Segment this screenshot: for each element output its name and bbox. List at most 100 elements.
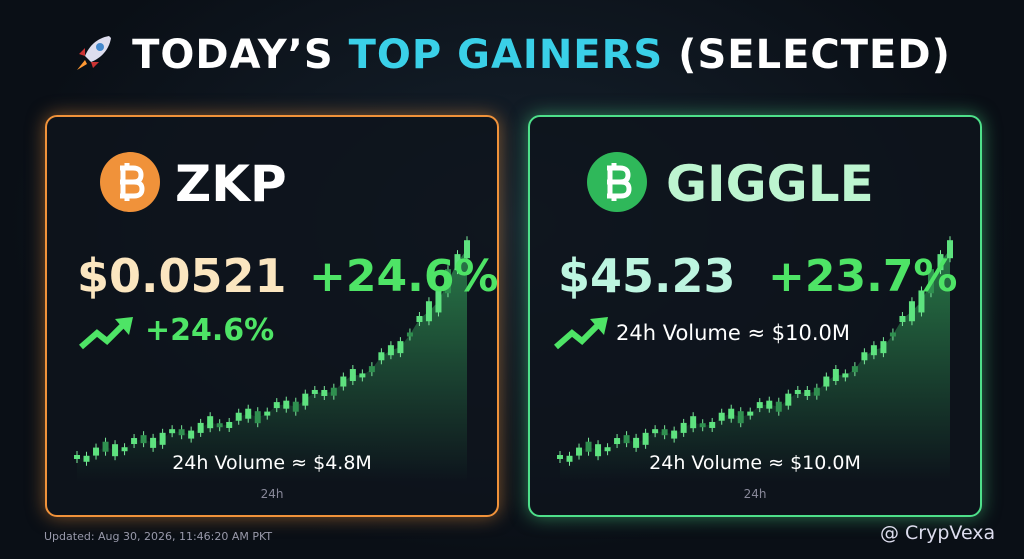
candle	[197, 422, 204, 433]
candle	[359, 373, 366, 378]
candle	[302, 393, 309, 406]
candle	[642, 432, 649, 445]
candle	[283, 400, 290, 409]
candle	[102, 441, 109, 452]
price: $0.0521	[77, 249, 287, 303]
title-part: (SELECTED)	[678, 32, 951, 78]
candle	[918, 290, 925, 313]
candle	[576, 447, 583, 456]
candle	[889, 332, 896, 337]
candle	[444, 269, 451, 294]
candle	[330, 387, 337, 396]
candle	[595, 444, 602, 457]
candle	[226, 421, 233, 428]
candle	[235, 412, 242, 421]
candle	[671, 430, 678, 439]
candle	[311, 389, 318, 394]
candle	[245, 408, 252, 419]
title-highlight: TOP GAINERS	[348, 32, 664, 78]
gainer-card: GIGGLE $45.23 +23.7% 24h Volume ≈ $10.0M…	[528, 115, 982, 517]
rocket-icon	[77, 36, 112, 70]
candle	[292, 401, 299, 412]
candle	[340, 376, 347, 387]
candle	[728, 408, 735, 419]
candle	[140, 435, 147, 444]
chart	[74, 236, 470, 482]
candle	[425, 301, 432, 322]
candle	[699, 423, 706, 428]
candle	[614, 438, 621, 445]
candle	[623, 435, 630, 444]
volume: 24h Volume ≈ $4.8M	[172, 452, 372, 474]
candle	[633, 437, 640, 448]
candle	[74, 455, 80, 459]
candle	[899, 315, 906, 322]
candle	[775, 401, 782, 412]
candle	[842, 373, 849, 378]
candle	[435, 290, 442, 313]
change: +24.6%	[309, 251, 499, 302]
updated-time: Updated: Aug 30, 2026, 11:46:20 AM PKT	[44, 530, 273, 543]
candle	[756, 402, 763, 409]
candle	[169, 429, 176, 434]
candle	[368, 366, 375, 373]
trend-arrow	[554, 317, 608, 350]
trend-volume: 24h Volume ≈ $10.0M	[616, 321, 850, 345]
candle	[454, 254, 461, 271]
candle	[566, 455, 573, 462]
candle	[159, 432, 166, 445]
symbol: ZKP	[175, 155, 287, 213]
candle	[585, 441, 592, 452]
candle	[387, 345, 394, 356]
candle	[661, 429, 668, 436]
candle	[709, 421, 716, 428]
candle	[947, 240, 953, 259]
area	[560, 249, 950, 482]
brand: @ CrypVexa	[880, 522, 996, 544]
candle	[416, 315, 423, 322]
chart	[557, 236, 953, 482]
candle	[150, 437, 157, 448]
candle	[804, 389, 811, 396]
candle	[188, 430, 195, 439]
candle	[464, 240, 470, 259]
candle	[718, 412, 725, 421]
candle	[870, 345, 877, 356]
candle	[737, 411, 744, 424]
candle	[690, 416, 697, 429]
candle	[937, 254, 944, 271]
candle	[406, 332, 413, 337]
candle	[264, 411, 271, 416]
candle	[823, 376, 830, 387]
candle	[794, 389, 801, 394]
trend-arrow	[79, 317, 133, 350]
change: +23.7%	[768, 251, 958, 302]
candle	[880, 341, 887, 354]
candle	[861, 352, 868, 361]
candle	[83, 455, 90, 462]
axis-label: 24h	[743, 487, 767, 501]
candle	[254, 411, 261, 424]
candle	[349, 369, 356, 382]
axis-label: 24h	[260, 487, 284, 501]
volume: 24h Volume ≈ $10.0M	[649, 452, 861, 474]
coin-icon	[100, 152, 160, 212]
candle	[207, 416, 214, 429]
candle	[680, 422, 687, 433]
candle	[832, 369, 839, 382]
candle	[93, 447, 100, 456]
candle	[397, 341, 404, 354]
candle	[216, 423, 223, 428]
price: $45.23	[558, 249, 736, 303]
candle	[378, 352, 385, 361]
symbol: GIGGLE	[666, 155, 874, 213]
candle	[131, 438, 138, 445]
title: TODAY’S TOP GAINERS (SELECTED)	[0, 30, 1024, 78]
candle	[813, 387, 820, 396]
area	[77, 249, 467, 482]
gainer-card: ZKP $0.0521 +24.6% +24.6% 24h Volume ≈ $…	[45, 115, 499, 517]
coin-icon	[587, 152, 647, 212]
candle	[927, 269, 934, 294]
candle	[178, 429, 185, 436]
